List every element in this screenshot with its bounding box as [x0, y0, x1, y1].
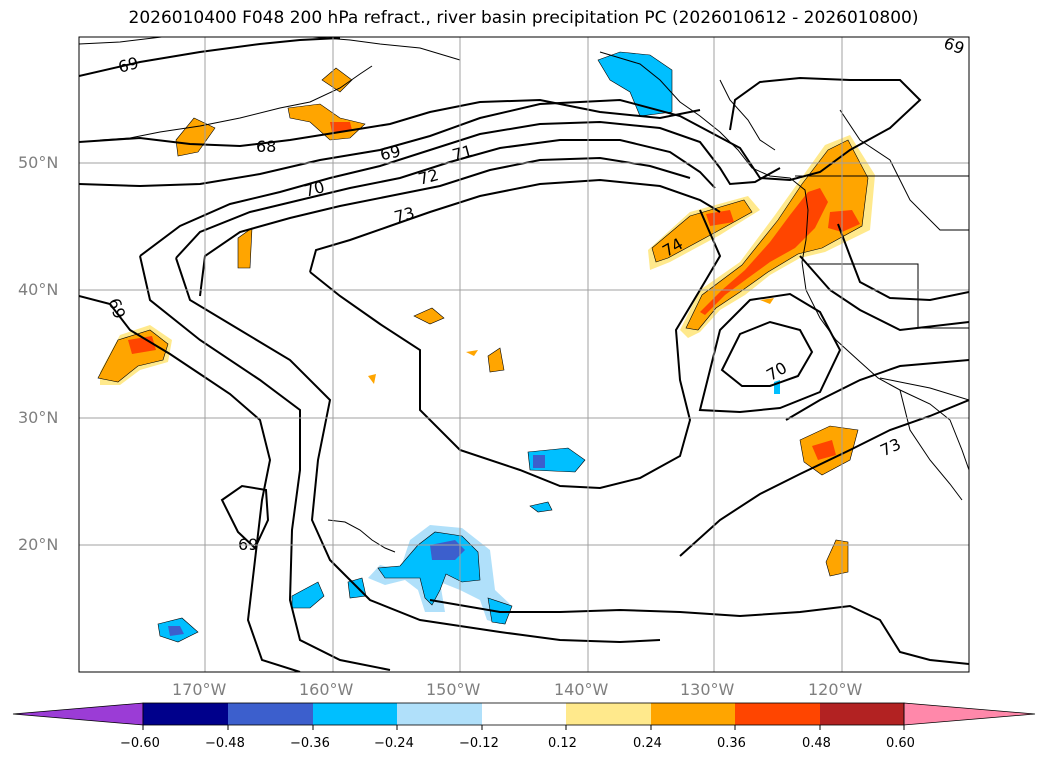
contour-69-inner — [139, 120, 781, 257]
colorbar-tick-label: 0.36 — [717, 736, 746, 751]
colorbar-tick-label: −0.24 — [374, 736, 414, 751]
border-states-1 — [808, 263, 969, 329]
pos-patch-ca-small — [760, 298, 774, 304]
contour-70 — [79, 295, 301, 672]
contour-south-long — [429, 599, 969, 665]
neg-patch-bc-coast — [597, 51, 673, 117]
border-states-2 — [839, 109, 969, 231]
contour-label: 68 — [256, 137, 276, 156]
colorbar-tick-label: −0.48 — [205, 736, 245, 751]
lat-label: 40°N — [18, 280, 59, 299]
pos-patch-aleut3 — [321, 67, 353, 93]
lon-label: 130°W — [680, 680, 735, 699]
neg-patch-hawaii-core — [377, 531, 481, 606]
neg-patch-mid-dark — [533, 455, 545, 468]
colorbar-seg — [397, 703, 482, 725]
coast-alaska — [79, 37, 461, 61]
colorbar-frame — [142, 702, 905, 726]
contour-72 — [199, 156, 691, 297]
contour-east-3 — [785, 359, 969, 421]
colorbar-extend-max — [903, 702, 1036, 726]
lon-label: 170°W — [172, 680, 227, 699]
colorbar — [12, 702, 1036, 730]
neg-patch-far-west-dark — [168, 626, 184, 636]
lon-label: 120°W — [808, 680, 863, 699]
colorbar-seg — [566, 703, 651, 725]
pos-patch-offshore-core — [706, 210, 734, 226]
lat-label: 20°N — [18, 535, 59, 554]
contour-loop-73 — [309, 209, 722, 490]
colorbar-tick-label: 0.60 — [886, 736, 915, 751]
colorbar-seg — [651, 703, 735, 725]
lon-label: 150°W — [426, 680, 481, 699]
contour-ca-outer — [698, 292, 842, 414]
neg-patch-small1 — [529, 501, 553, 513]
colorbar-tick-label: 0.48 — [802, 736, 831, 751]
colorbar-seg — [143, 703, 228, 725]
contour-outer-sw — [139, 255, 391, 671]
pos-patch-mid2 — [413, 307, 445, 325]
refractivity-contours — [79, 37, 969, 672]
colorbar-seg — [735, 703, 820, 725]
lat-label: 50°N — [18, 153, 59, 172]
colorbar-seg — [313, 703, 397, 725]
contour-68 — [79, 98, 701, 148]
pos-patch-mid4 — [368, 374, 376, 384]
lat-label: 30°N — [18, 408, 59, 427]
colorbar-ticks — [142, 725, 905, 730]
neg-patch-west1 — [291, 581, 325, 609]
contour-sw-inner — [175, 257, 661, 644]
pos-patch-mid5 — [466, 350, 478, 356]
colorbar-seg — [820, 703, 904, 725]
pos-patch-coast-core2 — [828, 210, 860, 232]
map-plot-area: 69 68 69 70 71 72 73 74 69 70 73 69 69 — [79, 33, 969, 672]
pos-patch-mid3 — [487, 347, 505, 373]
colorbar-tick-label: 0.12 — [548, 736, 577, 751]
border-mexico — [879, 377, 969, 401]
pos-patch-aleut2-core — [330, 122, 352, 132]
contour-label: 71 — [450, 141, 475, 165]
contour-south-73 — [679, 399, 969, 557]
colorbar-tick-label: −0.60 — [120, 736, 160, 751]
contour-label: 70 — [302, 177, 327, 201]
contour-label: 73 — [877, 434, 903, 460]
contour-69-top — [79, 37, 341, 77]
colorbar-tick-label: 0.24 — [633, 736, 662, 751]
coast-hawaii — [327, 519, 396, 553]
contour-label: 73 — [392, 203, 417, 227]
contour-73 — [309, 178, 721, 273]
graticule — [79, 37, 969, 672]
lon-label: 160°W — [299, 680, 354, 699]
contour-label: 69 — [941, 33, 967, 58]
coast-west-us — [801, 209, 969, 471]
colorbar-extend-min — [12, 702, 144, 726]
precip-shading — [97, 51, 875, 643]
plot-frame — [78, 36, 970, 673]
contour-label: 69 — [378, 141, 402, 164]
colorbar-tick-label: −0.36 — [290, 736, 330, 751]
colorbar-seg — [482, 703, 566, 725]
coast-baja — [899, 389, 963, 501]
coastlines — [79, 37, 969, 553]
lon-label: 140°W — [554, 680, 609, 699]
pos-patch-socal-core — [812, 440, 836, 460]
pos-patch-mid1 — [237, 227, 253, 269]
colorbar-seg — [228, 703, 313, 725]
coast-islands-canada — [719, 79, 776, 151]
contour-69-small — [220, 484, 270, 550]
coast-gulf-alaska — [599, 51, 809, 211]
map-title: 2026010400 F048 200 hPa refract., river … — [128, 8, 919, 28]
contour-label: 69 — [104, 296, 129, 322]
contour-label: 72 — [416, 165, 441, 189]
pos-patch-coast-core — [700, 188, 828, 315]
contour-east-2 — [799, 255, 969, 332]
contour-ca-loop — [720, 320, 814, 387]
coast-aleutians — [99, 65, 373, 141]
contour-label: 69 — [116, 53, 141, 77]
contour-71 — [175, 139, 716, 259]
colorbar-tick-label: −0.12 — [459, 736, 499, 751]
